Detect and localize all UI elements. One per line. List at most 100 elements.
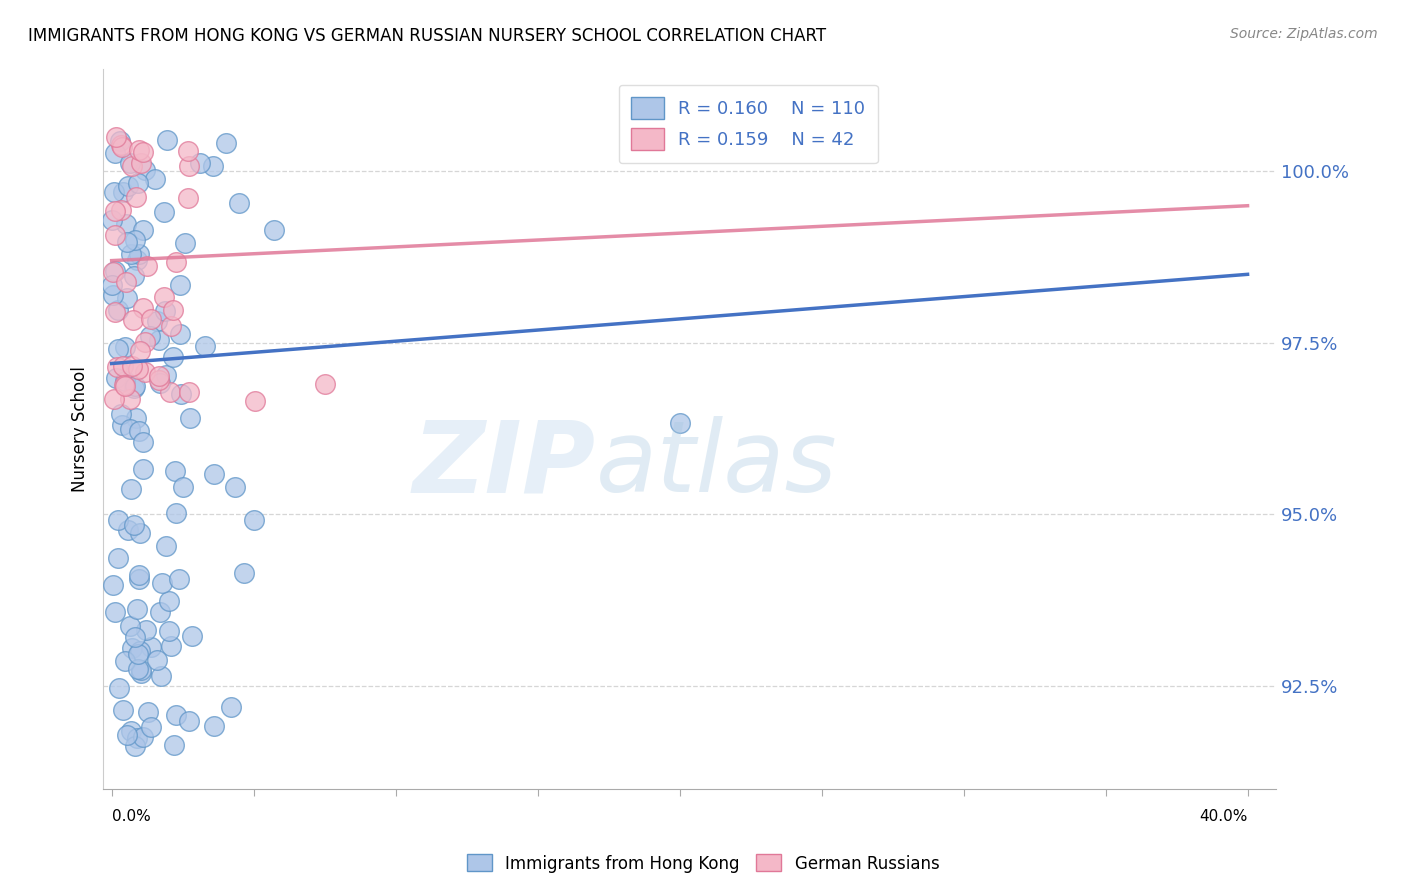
Point bbox=[124, 381, 146, 395]
Point bbox=[179, 714, 201, 728]
Point bbox=[179, 411, 201, 425]
Point bbox=[153, 290, 176, 304]
Point bbox=[124, 630, 146, 644]
Legend: R = 0.160    N = 110, R = 0.159    N = 42: R = 0.160 N = 110, R = 0.159 N = 42 bbox=[619, 85, 877, 163]
Point bbox=[127, 253, 149, 268]
Point bbox=[128, 343, 150, 358]
Point bbox=[139, 329, 162, 343]
Point bbox=[146, 314, 169, 328]
Point bbox=[127, 662, 149, 676]
Point bbox=[128, 572, 150, 586]
Point bbox=[128, 424, 150, 438]
Point bbox=[129, 526, 152, 541]
Point bbox=[121, 359, 143, 373]
Point bbox=[127, 362, 149, 376]
Point bbox=[121, 160, 143, 174]
Point bbox=[202, 467, 225, 481]
Point bbox=[194, 339, 217, 353]
Point bbox=[115, 235, 138, 249]
Point bbox=[114, 275, 136, 289]
Point bbox=[148, 373, 170, 387]
Point bbox=[156, 133, 179, 147]
Text: 0.0%: 0.0% bbox=[111, 809, 150, 824]
Point bbox=[128, 567, 150, 582]
Text: atlas: atlas bbox=[596, 417, 838, 513]
Point bbox=[110, 138, 132, 153]
Point bbox=[112, 378, 135, 392]
Point bbox=[110, 202, 132, 217]
Point bbox=[114, 339, 136, 353]
Point bbox=[112, 359, 135, 373]
Point bbox=[159, 384, 181, 399]
Point bbox=[163, 738, 186, 752]
Point bbox=[103, 264, 125, 278]
Point bbox=[148, 333, 170, 347]
Point bbox=[132, 731, 155, 745]
Point bbox=[219, 700, 242, 714]
Point bbox=[139, 311, 162, 326]
Point bbox=[111, 140, 134, 154]
Point bbox=[149, 605, 172, 619]
Point bbox=[177, 159, 200, 173]
Text: Source: ZipAtlas.com: Source: ZipAtlas.com bbox=[1230, 27, 1378, 41]
Point bbox=[159, 639, 181, 653]
Point bbox=[162, 302, 184, 317]
Point bbox=[120, 156, 142, 170]
Point bbox=[228, 196, 250, 211]
Point bbox=[101, 277, 124, 292]
Point bbox=[162, 350, 184, 364]
Point bbox=[120, 247, 142, 261]
Point bbox=[202, 718, 225, 732]
Point bbox=[114, 374, 136, 388]
Point bbox=[132, 223, 155, 237]
Point bbox=[172, 480, 194, 494]
Point bbox=[115, 217, 138, 231]
Point bbox=[125, 411, 148, 425]
Point bbox=[117, 727, 139, 741]
Point bbox=[104, 605, 127, 619]
Point bbox=[121, 724, 143, 739]
Text: IMMIGRANTS FROM HONG KONG VS GERMAN RUSSIAN NURSERY SCHOOL CORRELATION CHART: IMMIGRANTS FROM HONG KONG VS GERMAN RUSS… bbox=[28, 27, 827, 45]
Point bbox=[176, 145, 198, 159]
Point bbox=[169, 277, 191, 292]
Point bbox=[177, 190, 200, 204]
Point bbox=[104, 227, 127, 242]
Point bbox=[105, 360, 128, 375]
Point bbox=[125, 602, 148, 616]
Point bbox=[134, 163, 156, 178]
Point bbox=[124, 739, 146, 754]
Point bbox=[103, 287, 125, 301]
Point bbox=[215, 136, 238, 151]
Point bbox=[112, 703, 135, 717]
Point bbox=[139, 720, 162, 734]
Point bbox=[110, 408, 132, 422]
Point bbox=[117, 291, 139, 305]
Point bbox=[132, 435, 155, 450]
Point bbox=[101, 578, 124, 592]
Point bbox=[128, 246, 150, 260]
Point bbox=[127, 731, 149, 746]
Point bbox=[120, 392, 142, 406]
Point bbox=[150, 575, 173, 590]
Point bbox=[170, 387, 193, 401]
Point bbox=[107, 513, 129, 527]
Point bbox=[157, 594, 180, 608]
Point bbox=[120, 483, 142, 497]
Text: 40.0%: 40.0% bbox=[1199, 809, 1247, 824]
Point bbox=[668, 417, 690, 431]
Point bbox=[153, 204, 176, 219]
Point bbox=[117, 523, 139, 537]
Point bbox=[104, 130, 127, 145]
Point bbox=[139, 640, 162, 654]
Point bbox=[118, 619, 141, 633]
Point bbox=[177, 385, 200, 400]
Point bbox=[129, 664, 152, 678]
Point bbox=[181, 629, 204, 643]
Point bbox=[127, 647, 149, 661]
Point bbox=[124, 517, 146, 532]
Point bbox=[121, 641, 143, 656]
Point bbox=[108, 134, 131, 148]
Point bbox=[124, 269, 146, 284]
Point bbox=[314, 377, 336, 392]
Point bbox=[108, 681, 131, 695]
